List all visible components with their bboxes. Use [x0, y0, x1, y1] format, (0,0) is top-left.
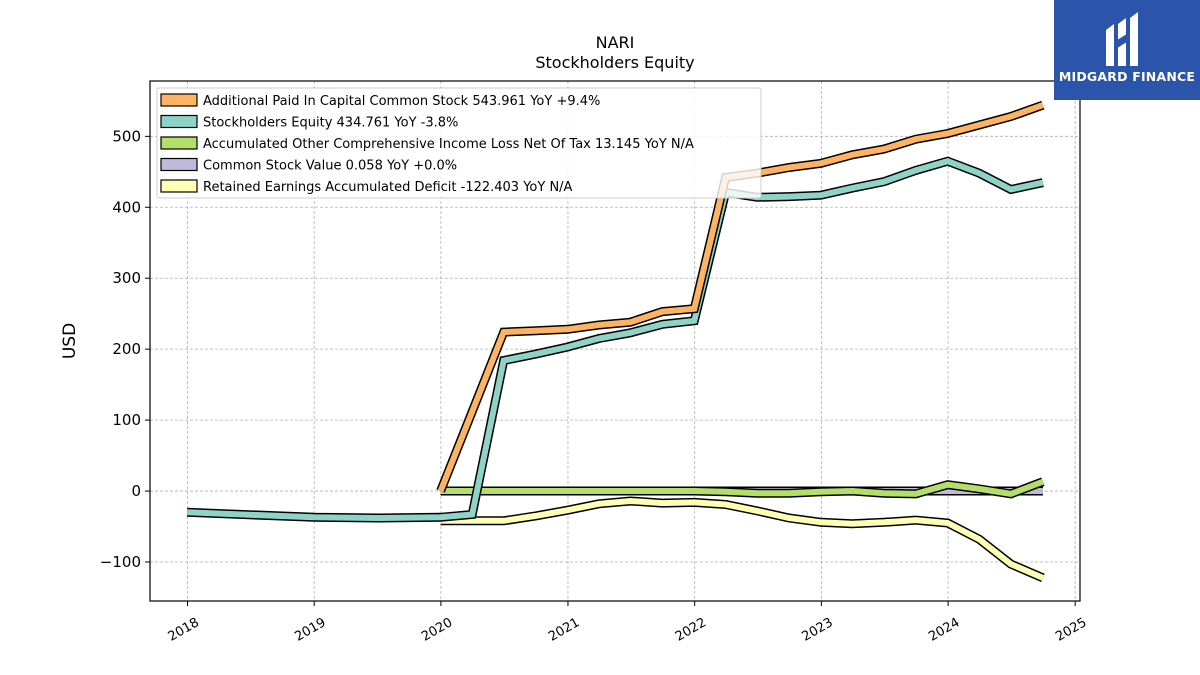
series-line [440, 497, 1045, 581]
legend-entry: Retained Earnings Accumulated Deficit -1… [203, 180, 573, 195]
x-tick-label: 2024 [926, 615, 962, 645]
y-tick-label: 100 [112, 411, 141, 429]
y-tick-label: 200 [112, 340, 141, 358]
series-outline [440, 496, 1045, 583]
y-tick-label: 400 [112, 198, 141, 216]
x-tick-label: 2022 [673, 615, 709, 645]
x-tick-label: 2021 [546, 615, 582, 645]
legend-swatch [160, 114, 198, 129]
legend: Additional Paid In Capital Common Stock … [156, 87, 762, 199]
legend-entry: Accumulated Other Comprehensive Income L… [203, 137, 694, 152]
y-axis-label: USD [60, 323, 80, 359]
brand-name: MIDGARD FINANCE [1058, 69, 1196, 84]
chart-title: NARI [596, 33, 635, 52]
x-tick-label: 2019 [292, 615, 328, 645]
x-tick-label: 2018 [166, 615, 202, 645]
legend-swatch [160, 93, 198, 107]
y-tick-label: 0 [131, 482, 141, 500]
series-outline [186, 156, 1044, 523]
legend-swatch [160, 136, 198, 150]
legend-swatch [160, 157, 198, 172]
y-tick-label: 500 [112, 127, 141, 145]
series-line [440, 478, 1044, 497]
y-axis-ticks: −100 0 100 200 300 400 500 [100, 127, 150, 571]
chart-subtitle: Stockholders Equity [535, 53, 694, 72]
y-tick-label: 300 [112, 269, 141, 287]
x-tick-label: 2020 [419, 615, 455, 645]
legend-entry: Additional Paid In Capital Common Stock … [203, 94, 600, 109]
brand-logo: MIDGARD FINANCE [1054, 0, 1200, 100]
legend-box [156, 87, 762, 199]
brand-mark-icon [1106, 12, 1138, 66]
plot-frame [149, 80, 1081, 602]
series-line [186, 158, 1044, 522]
y-tick-label: −100 [100, 553, 141, 571]
legend-swatch [160, 179, 198, 193]
legend-entry: Common Stock Value 0.058 YoY +0.0% [203, 159, 457, 174]
legend-entry: Stockholders Equity 434.761 YoY -3.8% [203, 116, 458, 131]
x-tick-label: 2025 [1053, 615, 1089, 645]
x-tick-label: 2023 [800, 615, 836, 645]
x-axis-ticks: 2018 2019 2020 2021 2022 2023 2024 2025 [166, 601, 1089, 645]
